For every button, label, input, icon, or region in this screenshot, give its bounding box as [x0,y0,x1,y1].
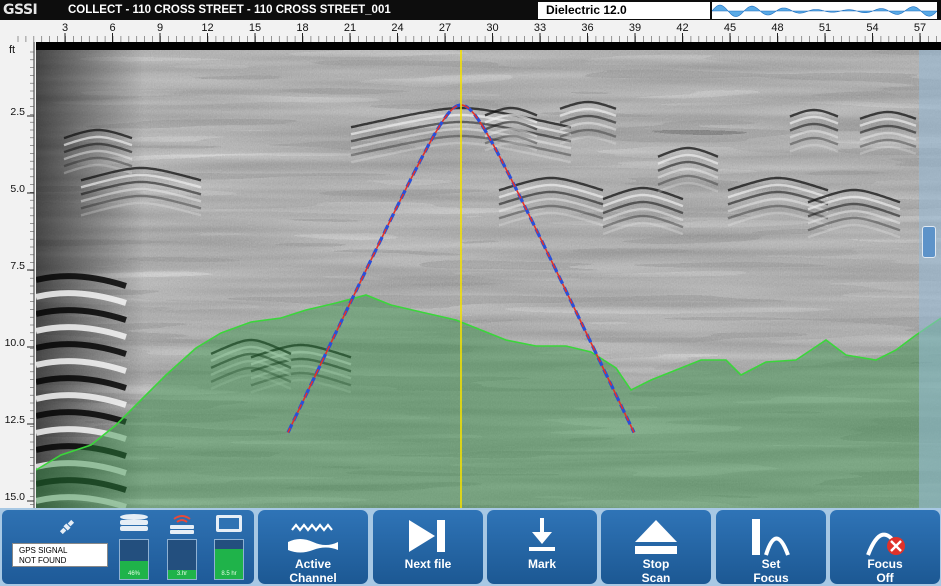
ruler-divider [0,42,941,50]
battery-value: 8.5 hr [221,571,237,577]
y-tick-label: 15.0 [5,491,26,503]
x-tick-label: 51 [819,22,831,34]
mark-arrow-icon [529,518,555,551]
satellite-icon [59,519,75,535]
focus-off-button[interactable]: Focus Off [830,510,940,585]
ground-zone [36,295,941,508]
radargram-view[interactable] [36,50,941,508]
set-focus-icon [752,519,790,556]
x-tick-label: 57 [914,22,926,34]
dielectric-readout[interactable]: Dielectric 12.0 [538,2,710,19]
hyperbola-reflections [36,100,917,508]
x-tick-label: 39 [629,22,641,34]
waveform-preview [711,2,938,19]
mark-label: Mark [527,557,556,571]
battery-icon [216,515,242,532]
x-tick-label: 33 [534,22,546,34]
gps-status: GPS SIGNAL NOT FOUND [12,543,108,567]
active-channel-button[interactable]: Active Channel [258,510,368,585]
y-tick-label: 10.0 [5,337,26,349]
distance-ruler: 3 6 9 12 15 18 21 24 27 30 33 36 39 42 45 48 51 54 57 [0,20,941,42]
y-tick-label: 12.5 [5,414,26,426]
set-focus-label-1: Set [761,557,781,571]
scroll-strip[interactable] [919,50,941,508]
wave-channel-icon [288,523,338,553]
x-tick-label: 15 [249,22,261,34]
x-tick-label: 27 [439,22,451,34]
window-title: COLLECT - 110 CROSS STREET - 110 CROSS S… [68,4,391,16]
x-tick-label: 54 [866,22,878,34]
eject-stop-icon [635,520,677,554]
storage-value: 46% [127,571,140,577]
set-focus-label-2: Focus [753,571,789,585]
depth-ruler: ft 2.5 5.0 7.5 10.0 12.5 15.0 [0,42,36,508]
x-tick-label: 42 [676,22,688,34]
signal-value: 3.hr [176,571,188,577]
focus-off-label-2: Off [876,571,894,585]
focus-off-label-1: Focus [867,557,903,571]
ground-line [36,294,941,471]
gssi-logo: GSSI [3,2,38,18]
x-tick-label: 36 [581,22,593,34]
x-tick-label: 48 [771,22,783,34]
x-tick-label: 30 [486,22,498,34]
active-channel-label-1: Active [294,557,332,571]
battery-meter: 8.5 hr [213,513,245,582]
x-tick-label: 6 [109,22,115,34]
storage-meter: 46% [118,513,150,582]
x-tick-label: 24 [391,22,403,34]
x-tick-label: 45 [724,22,736,34]
x-tick-label: 12 [201,22,213,34]
set-focus-button[interactable]: Set Focus [716,510,826,585]
signal-meter: 3.hr [166,513,198,582]
x-tick-label: 9 [157,22,163,34]
depth-unit-label: ft [9,44,15,56]
y-tick-label: 7.5 [10,260,25,272]
waveform-icon [711,4,938,17]
next-file-button[interactable]: Next file [373,510,483,584]
x-tick-label: 21 [344,22,356,34]
next-file-label: Next file [404,557,452,571]
database-icon [120,514,148,531]
scroll-handle[interactable] [922,226,936,258]
stop-scan-button[interactable]: Stop Scan [601,510,711,585]
gps-status-line-1: GPS SIGNAL [19,546,68,555]
x-tick-label: 3 [62,22,68,34]
y-tick-label: 2.5 [10,106,25,118]
title-bar: GSSI COLLECT - 110 CROSS STREET - 110 CR… [0,0,941,20]
gps-status-line-2: NOT FOUND [19,556,67,565]
focus-off-icon [866,532,905,556]
antenna-icon [170,515,194,534]
stop-scan-label-1: Stop [642,557,670,571]
y-tick-label: 5.0 [10,183,25,195]
stop-scan-label-2: Scan [641,571,671,585]
mark-button[interactable]: Mark [487,510,597,584]
active-channel-label-2: Channel [289,571,337,585]
next-file-icon [409,520,445,552]
x-tick-label: 18 [296,22,308,34]
